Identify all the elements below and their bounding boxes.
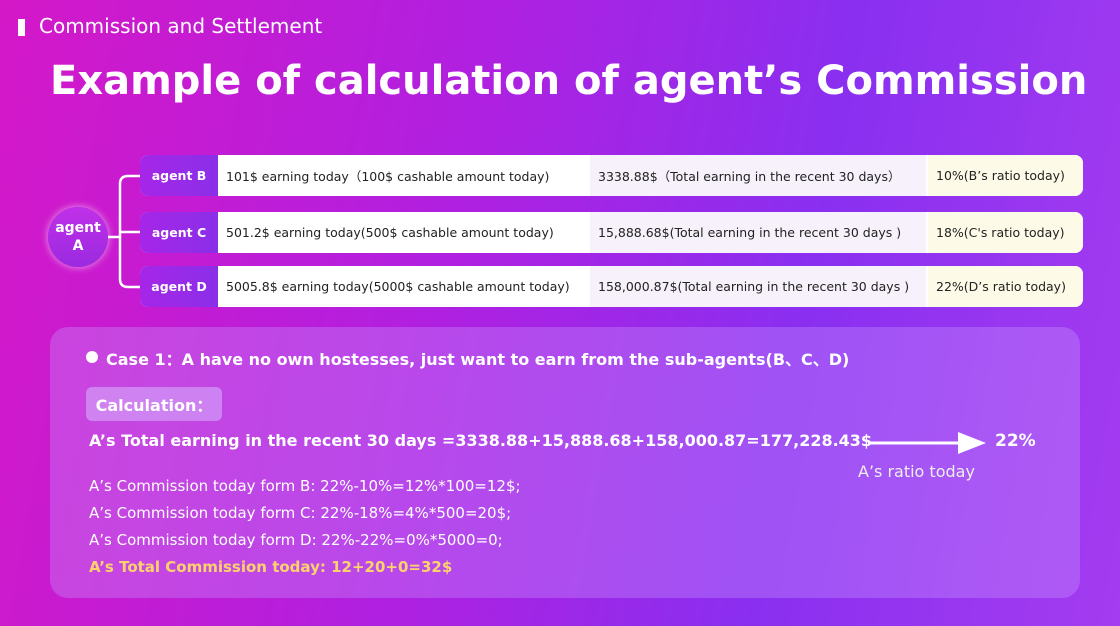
- ratio: 22%: [995, 431, 1036, 451]
- total-commission: A’s Total Commission today: 12+20+0=32$: [89, 558, 453, 576]
- agent-label: agent B: [140, 155, 218, 196]
- section-marker: [18, 19, 25, 36]
- ratio: 18%(C's ratio today): [928, 212, 1083, 253]
- arrow: [868, 432, 986, 454]
- ratio-label: A’s ratio today: [858, 462, 975, 481]
- agent-label: agent C: [140, 212, 218, 253]
- agent-row: agent C 501.2$ earning today(500$ cashabl…: [140, 212, 1083, 253]
- agent-row: agent B 101$ earning today（100$ cashable …: [140, 155, 1083, 196]
- total: 15,888.68$(Total earning in the recent 3…: [590, 212, 926, 253]
- earning: 501.2$ earning today(500$ cashable amoun…: [226, 225, 554, 240]
- calc-line: A’s Commission today form D: 22%-22%=0%*…: [89, 531, 503, 549]
- root-label: A: [72, 238, 84, 254]
- total: 158,000.87$(Total earning in the recent …: [590, 266, 926, 307]
- case-panel: [50, 327, 1080, 598]
- earning: 101$ earning today（100$ cashable amount …: [226, 169, 550, 184]
- agent-label: agent D: [140, 266, 218, 307]
- lines: A’s Commission today form B: 22%-10%=12%…: [89, 473, 521, 581]
- root-label: agent: [55, 220, 101, 236]
- tree-lines: [108, 174, 140, 289]
- title: Example of calculation of agent’s Commis…: [50, 58, 1088, 104]
- ratio: 10%(B’s ratio today): [928, 155, 1083, 196]
- agent-row: agent D 5005.8$ earning today(5000$ casha…: [140, 266, 1083, 307]
- bullet: [86, 351, 98, 363]
- total: 3338.88$（Total earning in the recent 30 …: [590, 155, 926, 196]
- section-title: Commission and Settlement: [39, 14, 323, 38]
- earning: 5005.8$ earning today(5000$ cashable amo…: [226, 279, 570, 294]
- case-heading: Case 1：A have no own hostesses, just wan…: [106, 350, 850, 369]
- calc-label: Calculation：: [86, 387, 222, 421]
- root-node: agent A: [48, 207, 108, 267]
- calc-line: A’s Commission today form B: 22%-10%=12%…: [89, 477, 521, 495]
- ratio: 22%(D’s ratio today): [928, 266, 1083, 307]
- total-line: A’s Total earning in the recent 30 days …: [89, 431, 873, 450]
- calc-line: A’s Commission today form C: 22%-18%=4%*…: [89, 504, 512, 522]
